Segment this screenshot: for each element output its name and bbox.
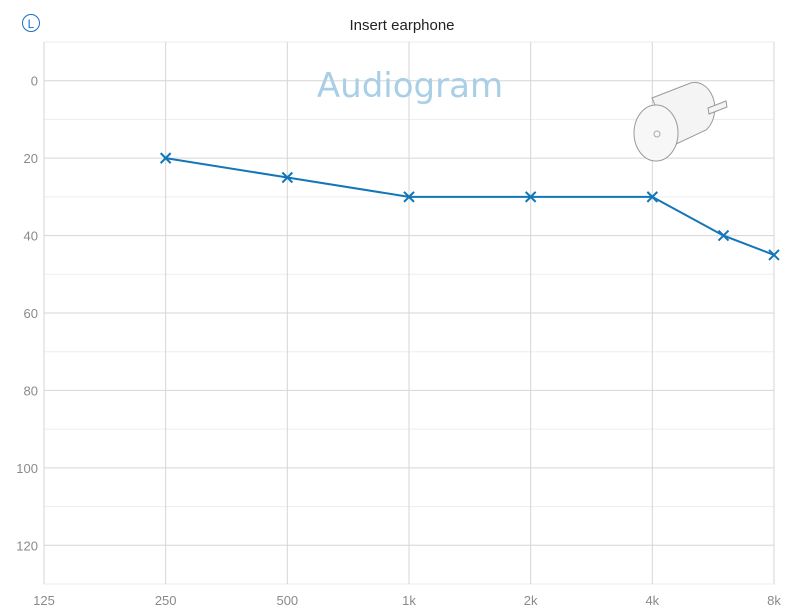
y-tick-label: 120 [16, 538, 38, 553]
y-tick-label: 80 [24, 383, 38, 398]
data-point-x-marker [646, 191, 659, 203]
x-tick-label: 1k [402, 593, 416, 608]
y-tick-label: 20 [24, 151, 38, 166]
y-tick-label: 40 [24, 229, 38, 244]
x-tick-label: 500 [276, 593, 298, 608]
chart-title: Insert earphone [349, 17, 455, 34]
data-point-x-marker [524, 191, 537, 203]
y-tick-label: 60 [24, 306, 38, 321]
axis-ticks: 0 20 40 60 80 100 120 125 250 500 1k 2k 4k 8k [16, 74, 781, 608]
x-tick-label: 250 [155, 593, 177, 608]
data-point-x-marker [281, 171, 294, 184]
y-tick-label: 100 [16, 461, 38, 476]
x-tick-label: 4k [645, 593, 659, 608]
series-line [165, 157, 775, 256]
y-tick-label: 0 [31, 74, 38, 89]
data-point-x-marker [717, 229, 730, 242]
x-tick-label: 8k [767, 593, 781, 608]
data-point-x-marker [159, 152, 172, 164]
hearing-threshold-series [159, 152, 780, 261]
data-point-x-marker [768, 249, 780, 261]
x-tick-label: 2k [524, 593, 538, 608]
audiogram-watermark: Audiogram [317, 66, 503, 106]
x-tick-label: 125 [33, 593, 55, 608]
insert-earphone-icon [633, 81, 728, 162]
data-point-x-marker [403, 191, 415, 203]
left-ear-badge: L [22, 14, 40, 32]
